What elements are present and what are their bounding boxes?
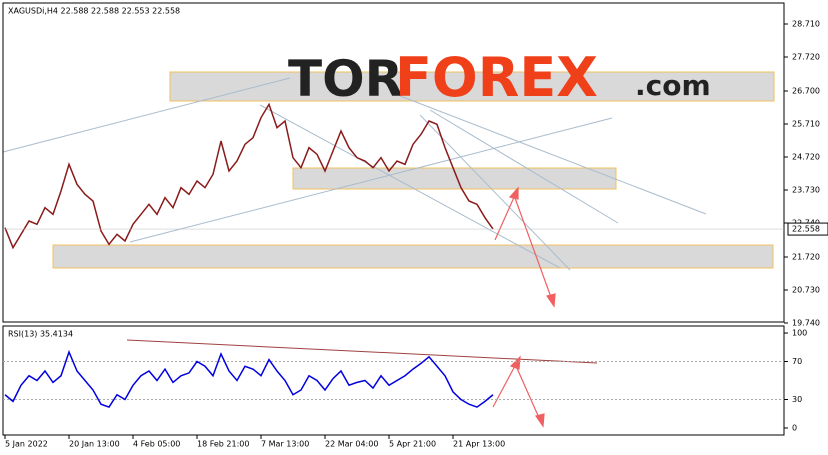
- trend-lines: [2, 77, 707, 271]
- x-tick-label: 7 Mar 13:00: [261, 440, 309, 449]
- x-tick-label: 20 Jan 13:00: [69, 440, 120, 449]
- y-tick-label: 28.710: [792, 20, 820, 29]
- rsi-panel: [2, 325, 785, 436]
- series-line: [4, 102, 494, 250]
- zone: [169, 71, 775, 102]
- y-tick-label: 26.700: [792, 87, 820, 96]
- y-tick-label: 24.720: [792, 153, 820, 162]
- x-tick-label: 5 Apr 21:00: [389, 440, 436, 449]
- y-tick-label: 19.740: [792, 319, 820, 328]
- logo-forex: FOREX: [395, 46, 598, 109]
- x-tick-label: 21 Apr 13:00: [453, 440, 505, 449]
- series-line: [4, 349, 494, 408]
- forecast-arrows: [492, 186, 556, 428]
- y-tick-label: 23.730: [792, 186, 820, 195]
- x-tick-label: 4 Feb 05:00: [133, 440, 180, 449]
- y-tick-label: 25.710: [792, 120, 820, 129]
- price-label-box: [787, 222, 828, 236]
- zone: [52, 244, 774, 269]
- logo-tor: TOR: [288, 50, 403, 108]
- y-tick-label: 21.720: [792, 253, 820, 262]
- rsi-title: RSI(13) 35.4134: [8, 330, 73, 339]
- x-tick-label: 5 Jan 2022: [5, 440, 48, 449]
- x-tick-label: 22 Mar 04:00: [325, 440, 378, 449]
- price-label: 22.558: [792, 225, 820, 234]
- y-tick-label: 27.720: [792, 53, 820, 62]
- y-tick-label: 20.730: [792, 286, 820, 295]
- y-tick-label: 100: [792, 329, 807, 338]
- price-panel: [2, 2, 785, 323]
- x-tick-label: 18 Feb 21:00: [197, 440, 249, 449]
- y-tick-label: 0: [792, 423, 797, 432]
- logo-com: .com: [635, 69, 711, 102]
- chart-title: XAGUSDi,H4 22.588 22.588 22.553 22.558: [8, 7, 180, 16]
- y-tick-label: 30: [792, 395, 802, 404]
- y-tick-label: 70: [792, 357, 802, 366]
